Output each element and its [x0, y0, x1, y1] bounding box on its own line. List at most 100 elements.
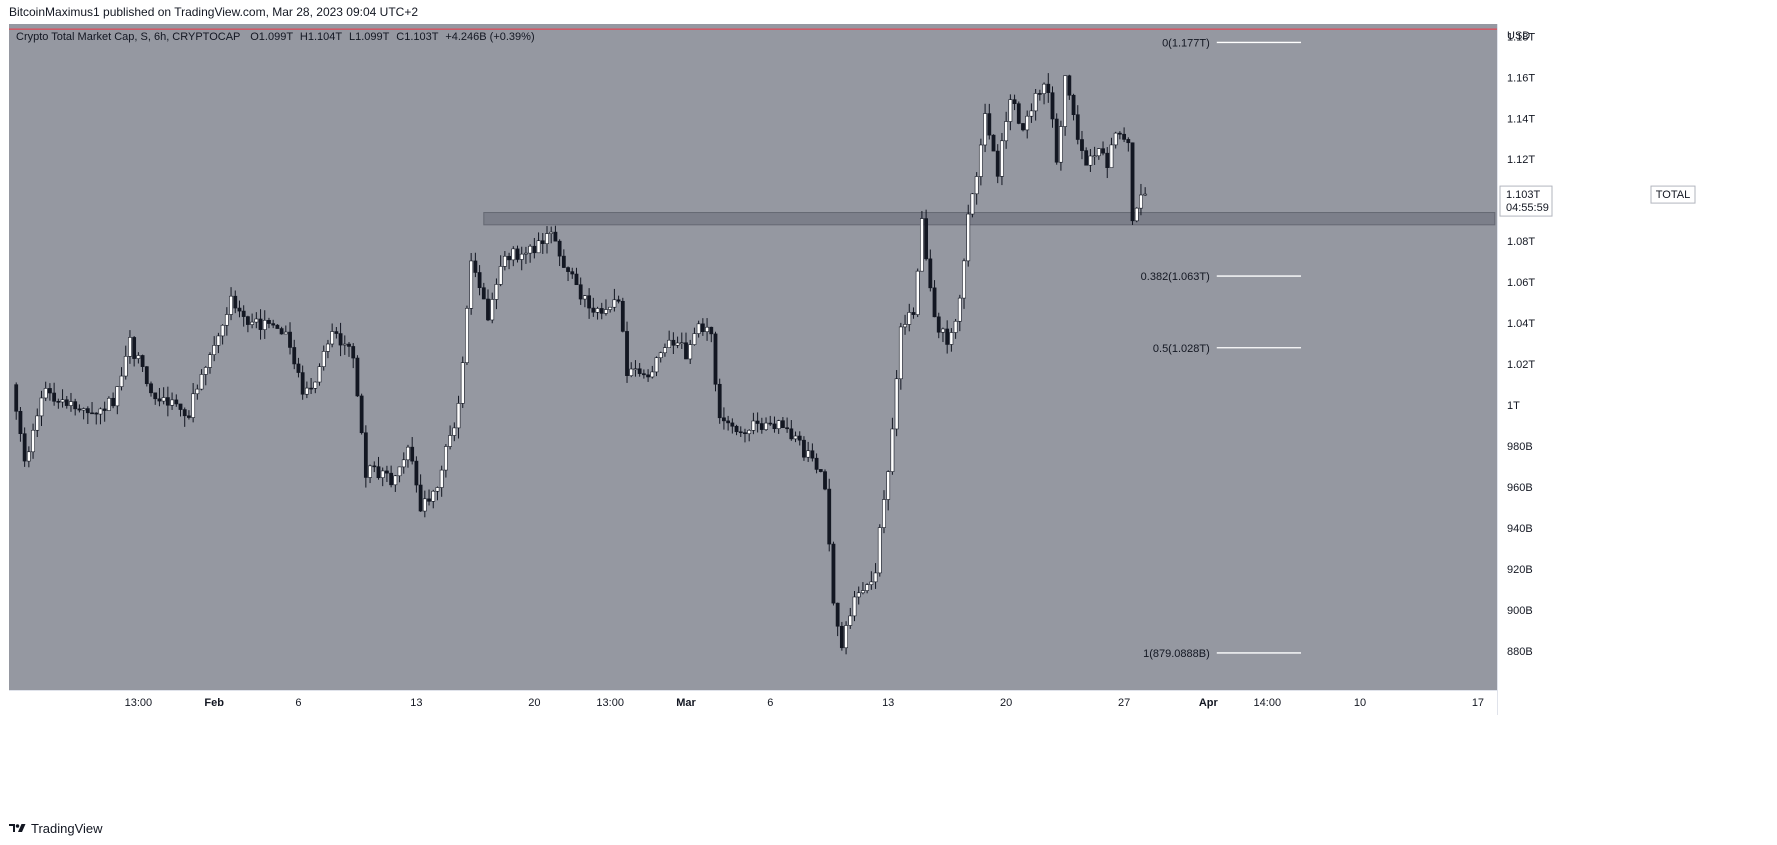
- candle: [406, 444, 410, 468]
- candle: [191, 383, 196, 423]
- candle: [785, 417, 790, 433]
- candle: [31, 423, 35, 459]
- last-price-tag[interactable]: 1.103T 04:55:59: [1499, 185, 1553, 217]
- time-tick-label: 6: [295, 697, 301, 709]
- candle: [326, 339, 330, 359]
- tradingview-branding[interactable]: TradingView: [9, 819, 103, 837]
- candle: [481, 282, 486, 300]
- candle: [1063, 75, 1068, 136]
- candle: [540, 233, 545, 254]
- candle: [561, 249, 566, 268]
- candle: [936, 312, 941, 339]
- candle: [591, 297, 596, 317]
- candle: [903, 314, 907, 335]
- plot-area[interactable]: [9, 24, 1497, 690]
- candle: [751, 412, 756, 435]
- candle: [827, 478, 832, 552]
- candle: [802, 436, 806, 461]
- candle: [532, 237, 537, 259]
- candle: [208, 352, 212, 374]
- candle: [237, 300, 242, 318]
- candle: [823, 469, 827, 491]
- candle: [1029, 103, 1034, 123]
- candle: [229, 287, 233, 321]
- candle: [553, 225, 558, 242]
- time-tick-label: 6: [767, 697, 773, 709]
- candle: [545, 226, 549, 254]
- tradingview-logo-icon: [9, 824, 26, 832]
- candle: [422, 490, 427, 518]
- candle: [536, 232, 541, 254]
- time-tick-label: Apr: [1199, 697, 1219, 709]
- candle: [570, 267, 575, 279]
- candle: [380, 467, 385, 487]
- high-value: 1.104T: [308, 31, 343, 43]
- candle: [738, 426, 743, 438]
- candle: [304, 381, 309, 399]
- candle: [616, 295, 621, 304]
- candle: [633, 360, 638, 377]
- candle: [439, 465, 444, 497]
- candle: [342, 335, 347, 355]
- candle: [974, 172, 979, 205]
- candle: [1004, 111, 1009, 149]
- candle: [452, 422, 457, 442]
- candle: [852, 591, 857, 622]
- candle: [1084, 147, 1089, 166]
- candle: [861, 582, 865, 595]
- total-tag[interactable]: TOTAL: [1650, 185, 1696, 204]
- candle: [393, 474, 398, 492]
- candle: [970, 193, 975, 218]
- candle: [309, 377, 313, 394]
- candle: [330, 323, 335, 348]
- candle: [410, 437, 415, 465]
- candle: [612, 288, 617, 312]
- candle: [1109, 137, 1114, 168]
- candle: [300, 365, 305, 400]
- candle: [700, 318, 705, 336]
- candle: [595, 306, 600, 320]
- candle: [587, 288, 592, 319]
- symbol-header[interactable]: Crypto Total Market Cap, S, 6h, CRYPTOCA…: [16, 31, 535, 43]
- candle: [620, 297, 625, 333]
- low-value: 1.099T: [355, 31, 390, 43]
- candle: [250, 313, 255, 329]
- candle: [865, 583, 870, 594]
- candle: [48, 383, 52, 401]
- candle: [43, 381, 48, 402]
- candle: [924, 209, 929, 261]
- candle: [418, 474, 423, 512]
- candle: [1113, 131, 1118, 149]
- candle: [726, 415, 731, 431]
- time-axis-area[interactable]: [9, 690, 1497, 715]
- candle: [363, 425, 368, 488]
- candle: [397, 466, 402, 483]
- candle: [734, 424, 739, 436]
- time-tick-label: Feb: [204, 697, 224, 709]
- open-value: 1.099T: [259, 31, 294, 43]
- price-axis-area[interactable]: [1497, 24, 1553, 690]
- symbol-legend: Crypto Total Market Cap, S, 6h, CRYPTOCA…: [16, 31, 535, 43]
- candle: [460, 356, 465, 408]
- candle: [477, 265, 482, 296]
- candle: [907, 303, 912, 332]
- price-tick-label: 1.18T: [1507, 31, 1535, 43]
- candle: [443, 444, 448, 478]
- price-tick-label: 980B: [1507, 441, 1533, 453]
- candle: [831, 541, 836, 606]
- candle: [894, 370, 899, 437]
- candle: [246, 315, 250, 333]
- price-tick-label: 880B: [1507, 646, 1533, 658]
- candle: [77, 404, 82, 413]
- candle: [654, 356, 659, 377]
- candle: [919, 210, 924, 272]
- candle: [279, 326, 284, 335]
- candle: [962, 258, 966, 309]
- candle: [153, 392, 158, 405]
- candle: [1050, 86, 1055, 128]
- candle: [966, 204, 971, 267]
- candle: [549, 226, 554, 244]
- candle: [1117, 131, 1122, 140]
- candle: [431, 489, 436, 509]
